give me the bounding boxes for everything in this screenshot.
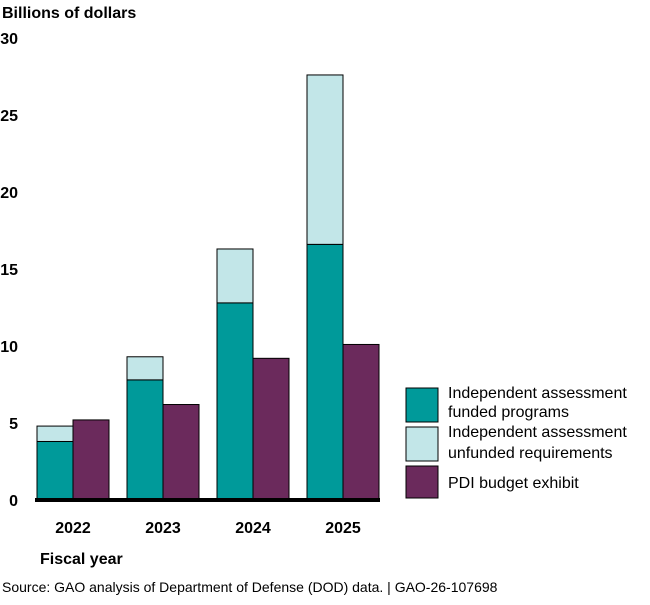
y-tick-label: 20 — [0, 185, 18, 202]
bar-independent-assessment-funded-programs-2024 — [216, 302, 254, 501]
bar-independent-assessment-funded-programs-2022 — [36, 440, 74, 501]
y-tick-label: 0 — [9, 493, 18, 510]
x-axis-title: Fiscal year — [40, 551, 123, 568]
legend-label: unfunded requirements — [448, 445, 613, 462]
x-tick-label: 2024 — [235, 520, 271, 537]
bar-independent-assessment-unfunded-requirements-2024 — [216, 248, 254, 304]
legend-label: funded programs — [448, 404, 569, 421]
y-tick-label: 15 — [0, 262, 18, 279]
legend-label: Independent assessment — [448, 424, 627, 441]
y-tick-label: 10 — [0, 339, 18, 356]
bar-independent-assessment-funded-programs-2023 — [126, 379, 164, 501]
x-tick-label: 2025 — [325, 520, 361, 537]
legend-label: Independent assessment — [448, 385, 627, 402]
y-axis-title: Billions of dollars — [2, 5, 136, 22]
legend-label: PDI budget exhibit — [448, 475, 579, 492]
source-note: Source: GAO analysis of Department of De… — [2, 579, 498, 595]
y-tick-label: 5 — [9, 416, 18, 433]
y-tick-label: 25 — [0, 108, 18, 125]
bar-independent-assessment-unfunded-requirements-2022 — [36, 425, 74, 442]
x-tick-label: 2022 — [55, 520, 91, 537]
bar-pdi-budget-exhibit-2022 — [72, 419, 110, 501]
bar-pdi-budget-exhibit-2025 — [342, 343, 380, 501]
legend-swatch — [405, 465, 439, 499]
x-tick-label: 2023 — [145, 520, 181, 537]
bar-independent-assessment-funded-programs-2025 — [306, 243, 344, 501]
bars — [36, 74, 380, 501]
x-axis-ticks: 2022 2023 2024 2025 — [55, 520, 361, 537]
bar-independent-assessment-unfunded-requirements-2025 — [306, 74, 344, 245]
bar-pdi-budget-exhibit-2024 — [252, 357, 290, 501]
y-axis-ticks: 0 5 10 15 20 25 30 — [0, 31, 18, 510]
legend-swatch — [405, 426, 439, 462]
bar-pdi-budget-exhibit-2023 — [162, 404, 200, 501]
y-tick-label: 30 — [0, 31, 18, 48]
bar-independent-assessment-unfunded-requirements-2023 — [126, 356, 164, 381]
legend-swatch — [405, 387, 439, 423]
legend: Independent assessment funded programs Ind… — [405, 385, 627, 499]
